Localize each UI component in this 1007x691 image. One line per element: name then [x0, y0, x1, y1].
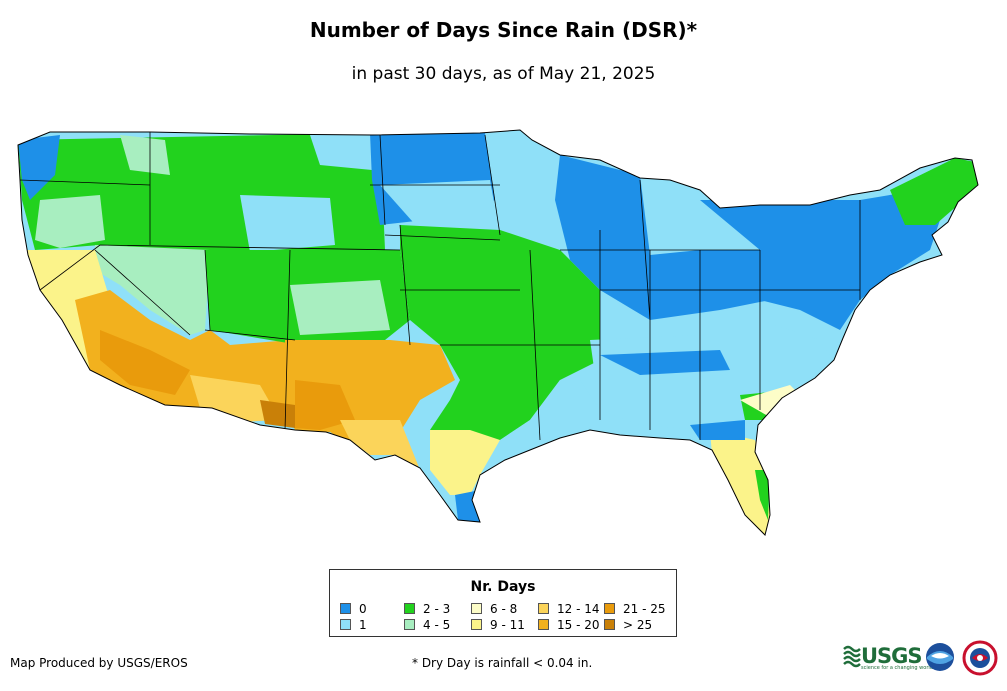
legend-item-4: 6 - 8 — [471, 602, 517, 616]
dsr-map — [17, 129, 979, 536]
legend-item-9: > 25 — [604, 618, 652, 632]
legend-label-9: > 25 — [623, 618, 653, 632]
legend-label-5: 9 - 11 — [490, 618, 525, 632]
legend-swatch-8 — [604, 603, 615, 614]
usgs-wave-icon — [843, 645, 861, 668]
legend-label-1: 1 — [359, 618, 367, 632]
legend-swatch-4 — [471, 603, 482, 614]
legend-item-3: 4 - 5 — [404, 618, 450, 632]
legend-swatch-5 — [471, 619, 482, 630]
legend-item-8: 21 - 25 — [604, 602, 666, 616]
usgs-tagline: science for a changing world — [861, 665, 933, 671]
state-borders — [19, 132, 861, 441]
legend-title: Nr. Days — [470, 579, 536, 595]
us-outline — [17, 129, 979, 536]
dsr-regions — [18, 130, 978, 535]
legend-swatch-3 — [404, 619, 415, 630]
legend: Nr. Days 0 1 2 - 3 4 - 5 6 - 8 9 - 11 12… — [329, 569, 677, 637]
legend-label-7: 15 - 20 — [557, 618, 600, 632]
legend-item-7: 15 - 20 — [538, 618, 600, 632]
map-credit: Map Produced by USGS/EROS — [10, 656, 188, 670]
legend-item-5: 9 - 11 — [471, 618, 525, 632]
legend-label-3: 4 - 5 — [423, 618, 451, 632]
legend-item-0: 0 — [340, 602, 367, 616]
legend-item-6: 12 - 14 — [538, 602, 600, 616]
noaa-logo — [926, 643, 954, 671]
legend-label-8: 21 - 25 — [623, 602, 666, 616]
legend-label-0: 0 — [359, 602, 367, 616]
map-subtitle: in past 30 days, as of May 21, 2025 — [351, 64, 656, 84]
usgs-logo: USGS science for a changing world — [843, 643, 933, 671]
legend-swatch-9 — [604, 619, 615, 630]
legend-swatch-2 — [404, 603, 415, 614]
legend-swatch-7 — [538, 619, 549, 630]
footnote: * Dry Day is rainfall < 0.04 in. — [412, 656, 593, 670]
legend-swatch-6 — [538, 603, 549, 614]
legend-label-6: 12 - 14 — [557, 602, 600, 616]
legend-item-2: 2 - 3 — [404, 602, 450, 616]
usgs-wordmark: USGS — [861, 644, 923, 668]
legend-swatch-1 — [340, 619, 351, 630]
nws-logo — [962, 640, 998, 676]
legend-item-1: 1 — [340, 618, 367, 632]
legend-swatch-0 — [340, 603, 351, 614]
map-title: Number of Days Since Rain (DSR)* — [309, 18, 698, 42]
legend-label-4: 6 - 8 — [490, 602, 518, 616]
legend-label-2: 2 - 3 — [423, 602, 451, 616]
